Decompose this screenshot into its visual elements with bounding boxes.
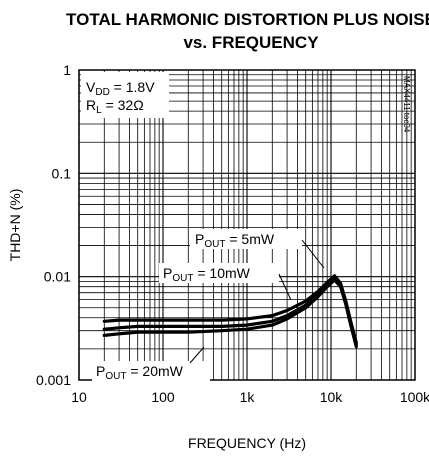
x-tick-labels: 10 100 1k 10k 100k <box>71 389 429 405</box>
series-label-5mw-prefix: P <box>195 231 204 247</box>
series-label-5mw-sub: OUT <box>204 239 225 250</box>
series-label-20mw-prefix: P <box>96 363 105 379</box>
series-label-5mw-value: = 5mW <box>225 231 274 247</box>
condition-rl-sub: L <box>96 105 102 116</box>
series-label-20mw-background <box>92 361 210 381</box>
condition-vdd-sub: DD <box>95 87 109 98</box>
x-axis-title: FREQUENCY (Hz) <box>188 435 306 451</box>
series-label-5mw-background <box>190 229 302 249</box>
series-label-20mw-text: POUT = 20mW <box>96 363 184 382</box>
y-tick-label: 0.001 <box>36 372 71 388</box>
x-tick-label: 10 <box>71 389 87 405</box>
condition-rl-prefix: R <box>86 97 96 113</box>
series-label-10mw-leader <box>278 273 292 301</box>
chart-title: TOTAL HARMONIC DISTORTION PLUS NOISE <box>66 10 429 29</box>
condition-rl: RL = 32Ω <box>86 97 144 116</box>
y-tick-labels: 1 0.1 0.01 0.001 <box>36 62 71 388</box>
series-line-3 <box>102 278 358 349</box>
y-tick-label: 0.1 <box>52 165 72 181</box>
condition-vdd-value: = 1.8V <box>110 79 155 95</box>
series-label-10mw-text: POUT = 10mW <box>163 265 251 284</box>
y-axis-title: THD+N (%) <box>7 189 23 262</box>
plot-frame <box>78 69 416 381</box>
series-layer <box>102 274 358 349</box>
x-tick-label: 100 <box>151 389 175 405</box>
series-label-20mw-sub: OUT <box>105 371 126 382</box>
series-label-5mw-text: POUT = 5mW <box>195 231 275 250</box>
series-line-2 <box>102 276 358 347</box>
y-tick-label: 0.01 <box>44 269 71 285</box>
conditions-box: VDD = 1.8V RL = 32Ω <box>81 72 169 118</box>
x-tick-label: 1k <box>240 389 256 405</box>
series-label-10mw-prefix: P <box>163 265 172 281</box>
series-label-5mw: POUT = 5mW <box>190 229 302 250</box>
series-label-5mw-leader <box>301 239 325 269</box>
series-label-20mw-value: = 20mW <box>126 363 183 379</box>
x-tick-label: 10k <box>320 389 344 405</box>
condition-rl-value: = 32Ω <box>102 97 144 113</box>
y-tick-label: 1 <box>63 62 71 78</box>
x-tick-label: 100k <box>400 389 429 405</box>
series-label-10mw: POUT = 10mW <box>159 263 279 284</box>
series-label-20mw: POUT = 20mW <box>92 361 210 382</box>
series-label-10mw-background <box>159 263 279 283</box>
series-label-20mw-leader <box>189 346 205 364</box>
chart-subtitle: vs. FREQUENCY <box>183 33 319 52</box>
condition-vdd: VDD = 1.8V <box>86 79 155 98</box>
condition-vdd-prefix: V <box>86 79 96 95</box>
series-label-10mw-value: = 10mW <box>193 265 250 281</box>
chart-code: MAX4411 toc04 <box>402 76 411 133</box>
conditions-background <box>81 72 169 118</box>
series-label-10mw-sub: OUT <box>172 273 193 284</box>
